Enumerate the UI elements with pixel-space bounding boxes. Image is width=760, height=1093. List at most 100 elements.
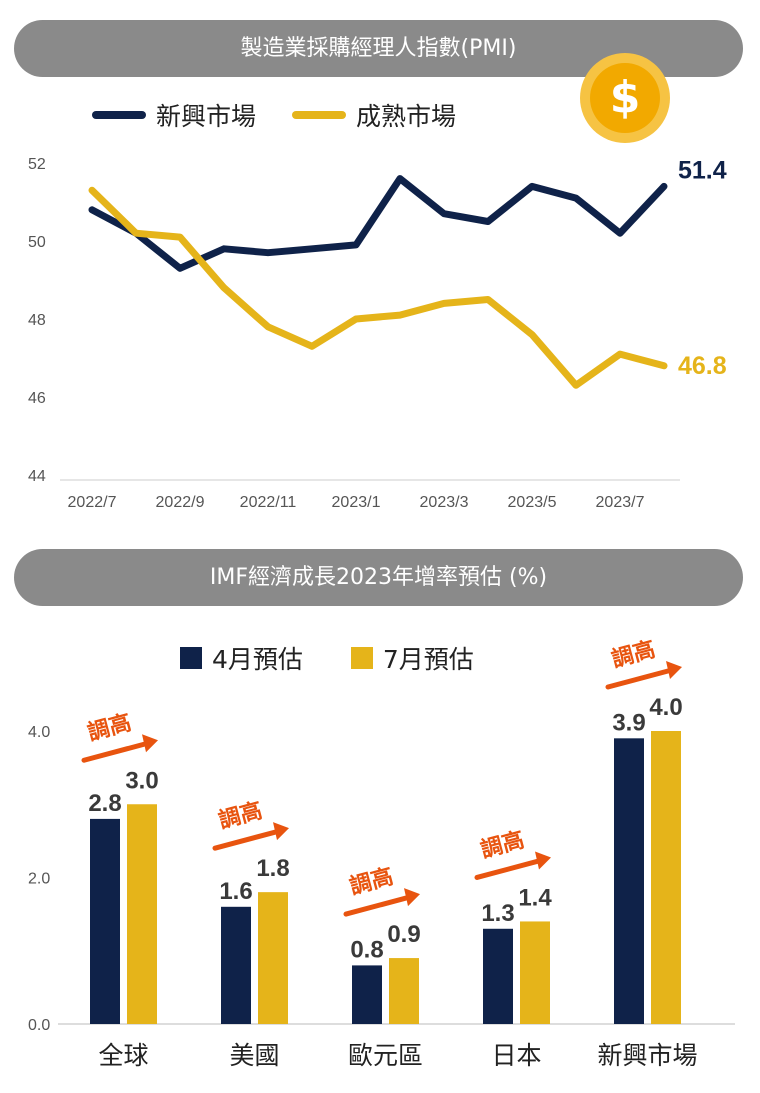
pmi-data-point <box>575 384 577 386</box>
legend-swatch-developed <box>292 111 347 119</box>
imf-category-label: 歐元區 <box>348 1041 423 1070</box>
pmi-x-tick: 2022/7 <box>68 494 117 511</box>
imf-bar-july <box>258 892 288 1024</box>
imf-raise-arrow-shaft <box>81 741 147 763</box>
pmi-series-line-developed <box>88 186 668 389</box>
imf-legend: 4月預估 7月預估 <box>180 640 474 676</box>
imf-category-label: 美國 <box>229 1041 279 1070</box>
pmi-x-tick: 2022/11 <box>240 494 297 511</box>
pmi-data-point <box>399 178 401 180</box>
pmi-x-tick: 2023/7 <box>596 494 645 511</box>
pmi-data-point <box>355 318 357 320</box>
pmi-y-tick: 52 <box>28 156 46 173</box>
pmi-end-label-developed: 46.8 <box>678 352 727 380</box>
imf-y-tick: 2.0 <box>28 871 50 888</box>
imf-raise-arrow-head <box>404 888 420 907</box>
imf-bar-value-label: 4.0 <box>649 694 682 721</box>
imf-bar-july <box>389 958 419 1024</box>
imf-bar-july <box>651 731 681 1024</box>
imf-y-tick: 0.0 <box>28 1017 50 1034</box>
imf-raise-arrow-head <box>142 734 158 753</box>
imf-category-label: 新興市場 <box>597 1041 697 1070</box>
legend-label-developed: 成熟市場 <box>356 102 457 131</box>
pmi-x-tick: 2022/9 <box>156 494 205 511</box>
pmi-data-point <box>399 314 401 316</box>
imf-raise-label: 調高 <box>85 710 134 747</box>
imf-bar-value-label: 1.4 <box>518 884 552 911</box>
pmi-chart-title: 製造業採購經理人指數(PMI) <box>14 20 743 77</box>
imf-bar-value-label: 0.9 <box>387 921 420 948</box>
imf-raise-label: 調高 <box>216 797 265 834</box>
imf-bar-april <box>614 738 644 1024</box>
pmi-y-tick: 44 <box>28 468 46 485</box>
pmi-data-point <box>179 267 181 269</box>
imf-category-label: 日本 <box>491 1041 541 1070</box>
pmi-end-label-emerging: 51.4 <box>678 156 727 184</box>
imf-bar-value-label: 0.8 <box>350 936 383 963</box>
pmi-x-tick: 2023/1 <box>332 494 381 511</box>
pmi-data-point <box>91 209 93 211</box>
pmi-data-point <box>311 248 313 250</box>
legend-swatch-april <box>180 647 202 669</box>
pmi-y-tick: 48 <box>28 312 46 329</box>
pmi-data-point <box>267 252 269 254</box>
imf-bar-april <box>483 928 513 1024</box>
imf-category-label: 全球 <box>98 1041 148 1070</box>
pmi-data-point <box>487 221 489 222</box>
imf-bar-value-label: 1.6 <box>219 878 252 905</box>
pmi-data-point <box>443 302 445 304</box>
pmi-data-point <box>443 213 445 215</box>
pmi-data-point <box>619 353 621 355</box>
pmi-data-point <box>531 334 533 336</box>
pmi-y-tick: 50 <box>28 234 46 251</box>
imf-bar-value-label: 1.3 <box>481 900 514 927</box>
imf-bar-april <box>221 906 251 1024</box>
legend-swatch-emerging <box>92 111 146 119</box>
pmi-data-point <box>619 232 621 234</box>
imf-bar-july <box>127 804 157 1024</box>
legend-label-emerging: 新興市場 <box>156 102 257 131</box>
pmi-data-point <box>487 299 489 300</box>
imf-bar-value-label: 2.8 <box>88 790 121 817</box>
pmi-data-point <box>575 197 577 199</box>
pmi-data-point <box>223 248 225 250</box>
imf-raise-arrow-shaft <box>343 895 409 917</box>
pmi-data-point <box>267 326 269 328</box>
pmi-y-tick: 46 <box>28 390 46 407</box>
imf-chart-title: IMF經濟成長2023年增率預估 (%) <box>14 549 743 606</box>
imf-bar-april <box>90 818 120 1024</box>
imf-bar-april <box>352 965 382 1024</box>
pmi-x-tick: 2023/3 <box>420 494 469 511</box>
imf-bar-value-label: 1.8 <box>256 855 289 882</box>
pmi-data-point <box>355 244 357 246</box>
pmi-series-line-emerging <box>88 175 668 272</box>
pmi-data-point <box>91 189 93 191</box>
pmi-data-point <box>179 236 181 238</box>
pmi-data-point <box>311 345 313 347</box>
dollar-coin-icon: $ <box>580 53 670 143</box>
pmi-data-point <box>531 185 533 187</box>
pmi-data-point <box>663 365 665 367</box>
pmi-data-point <box>663 185 665 187</box>
imf-raise-arrow-head <box>273 822 289 841</box>
imf-raise-arrow-shaft <box>474 858 540 880</box>
imf-raise-label: 調高 <box>347 863 396 900</box>
pmi-data-point <box>223 287 225 289</box>
pmi-legend: 新興市場 成熟市場 <box>92 97 456 133</box>
pmi-x-tick: 2023/5 <box>508 494 557 511</box>
imf-raise-label: 調高 <box>609 636 658 673</box>
pmi-data-point <box>135 232 137 234</box>
dollar-sign: $ <box>590 63 660 133</box>
imf-raise-arrow-shaft <box>212 829 278 851</box>
legend-swatch-july <box>350 647 373 669</box>
legend-label-april: 4月預估 <box>212 645 303 674</box>
imf-bar-value-label: 3.9 <box>612 709 645 736</box>
imf-raise-arrow-head <box>535 851 551 870</box>
legend-label-july: 7月預估 <box>382 645 474 674</box>
imf-bar-value-label: 3.0 <box>125 767 158 794</box>
imf-raise-arrow-head <box>666 661 682 679</box>
imf-raise-label: 調高 <box>478 827 527 864</box>
imf-y-tick: 4.0 <box>28 724 50 741</box>
imf-bar-july <box>520 921 550 1024</box>
